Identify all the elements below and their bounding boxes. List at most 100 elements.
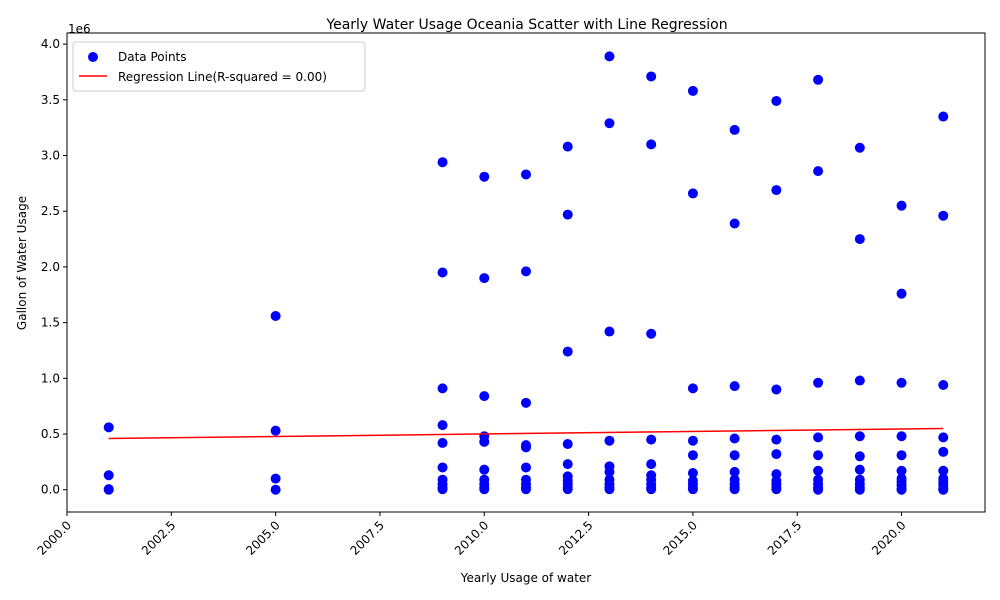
data-point: [562, 141, 573, 152]
data-point: [938, 380, 949, 391]
data-point: [521, 442, 531, 453]
data-point: [437, 462, 448, 473]
data-point: [479, 484, 490, 495]
data-point: [103, 470, 114, 481]
data-point: [479, 436, 490, 447]
data-point: [813, 377, 824, 388]
data-point: [479, 171, 490, 182]
data-point: [896, 200, 907, 211]
y-tick-label: 0.5: [41, 427, 60, 441]
data-point: [854, 484, 865, 495]
data-point: [813, 74, 824, 85]
y-axis-title: Gallon of Water Usage: [15, 196, 29, 330]
data-point: [479, 464, 490, 475]
data-point: [938, 484, 949, 495]
data-point: [771, 384, 782, 395]
data-point: [854, 464, 865, 475]
data-point: [687, 450, 698, 461]
scatter-points: [103, 51, 949, 495]
legend-box: [72, 41, 366, 92]
data-point: [771, 484, 782, 495]
data-point: [604, 435, 615, 446]
plot-frame: [66, 32, 986, 513]
data-point: [270, 473, 281, 484]
data-point: [771, 185, 782, 196]
data-point: [270, 425, 281, 436]
data-point: [437, 420, 448, 431]
data-point: [729, 218, 740, 229]
data-point: [562, 484, 573, 495]
data-point: [270, 484, 281, 495]
data-point: [646, 434, 657, 445]
data-point: [938, 111, 949, 122]
data-point: [646, 71, 657, 82]
data-point: [437, 484, 448, 495]
data-point: [771, 449, 782, 460]
y-axis-ticks: 0.0 0.5 1.0 1.5 2.0 2.5 3.0 3.5 4.0: [41, 37, 67, 497]
data-point: [896, 377, 907, 388]
data-point: [687, 484, 698, 495]
data-point: [813, 450, 824, 461]
y-tick-label: 0.0: [41, 483, 60, 497]
data-point: [938, 465, 949, 476]
legend-label-data-points: Data Points: [118, 50, 187, 64]
data-point: [854, 375, 865, 386]
data-point: [687, 435, 698, 446]
regression-line-layer: [108, 427, 944, 440]
chart-title: Yearly Water Usage Oceania Scatter with …: [325, 17, 727, 33]
data-point: [521, 462, 531, 473]
data-point: [938, 446, 949, 457]
data-point: [521, 397, 531, 408]
x-axis-title: Yearly Usage of water: [460, 571, 591, 585]
legend: Data Points Regression Line(R-squared = …: [72, 41, 366, 92]
data-point: [813, 465, 824, 476]
regression-line: [108, 427, 944, 440]
y-tick-label: 3.0: [41, 149, 60, 163]
data-point: [521, 169, 531, 180]
data-point: [604, 466, 615, 477]
data-point: [813, 484, 824, 495]
data-point: [562, 346, 573, 357]
data-point: [437, 157, 448, 168]
data-point: [646, 459, 657, 470]
data-point: [646, 328, 657, 339]
data-point: [521, 484, 531, 495]
y-tick-label: 1.0: [41, 371, 60, 385]
legend-label-regression-line: Regression Line(R-squared = 0.00): [118, 70, 327, 84]
data-point: [896, 465, 907, 476]
data-point: [938, 432, 949, 443]
data-point: [270, 310, 281, 321]
data-point: [896, 288, 907, 299]
data-point: [604, 484, 615, 495]
data-point: [729, 450, 740, 461]
data-point: [437, 437, 448, 448]
data-point: [646, 484, 657, 495]
data-point: [562, 439, 573, 450]
data-point: [103, 422, 114, 433]
y-tick-label: 2.0: [41, 260, 60, 274]
data-point: [687, 468, 698, 479]
data-point: [729, 433, 740, 444]
data-point: [646, 139, 657, 150]
data-point: [771, 434, 782, 445]
data-point: [479, 273, 490, 284]
data-point: [854, 234, 865, 245]
data-point: [687, 85, 698, 96]
data-point: [896, 484, 907, 495]
data-point: [813, 166, 824, 177]
data-point: [687, 188, 698, 199]
data-point: [103, 484, 114, 495]
data-point: [479, 391, 490, 402]
y-tick-label: 4.0: [41, 37, 60, 51]
data-point: [437, 383, 448, 394]
data-point: [604, 51, 615, 62]
data-point: [604, 118, 615, 129]
data-point: [729, 381, 740, 392]
data-point: [562, 459, 573, 470]
data-point: [813, 432, 824, 443]
data-point: [729, 466, 740, 477]
y-axis-offset-label: 1e6: [68, 22, 91, 36]
data-point: [521, 266, 531, 277]
